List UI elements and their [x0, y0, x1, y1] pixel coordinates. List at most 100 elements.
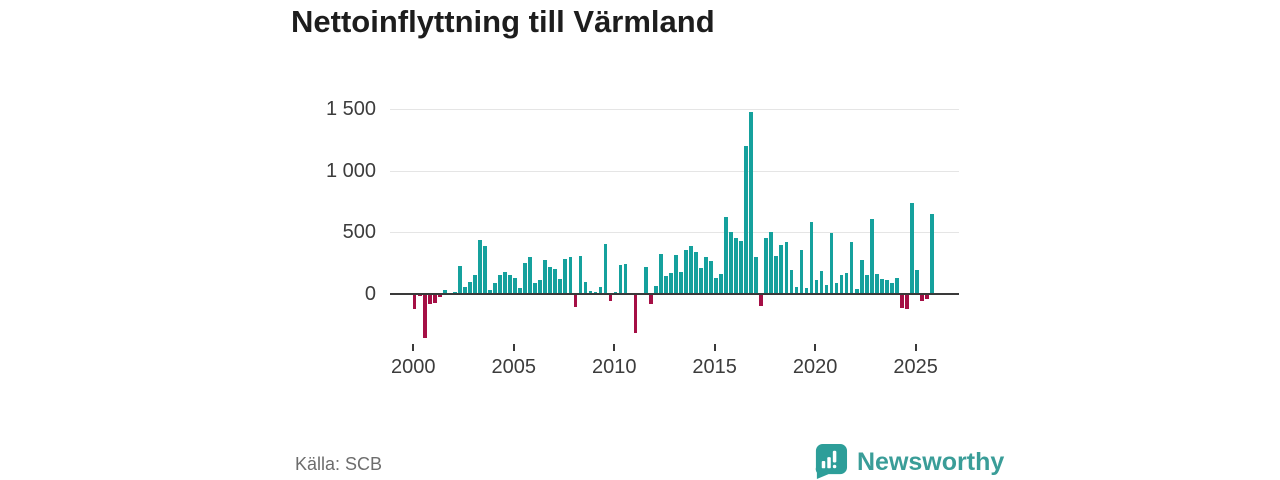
- bar-positive: [553, 268, 558, 294]
- bar-negative: [633, 294, 638, 333]
- bar-positive: [879, 278, 884, 294]
- bar-positive: [889, 282, 894, 294]
- y-axis-label-500: 500: [342, 221, 376, 244]
- bar-positive: [458, 265, 462, 294]
- bar-positive: [729, 231, 733, 294]
- bar-negative: [427, 294, 432, 305]
- bar-positive: [673, 255, 678, 294]
- bar-positive: [568, 256, 573, 294]
- bar-positive: [643, 267, 648, 294]
- bar-positive: [859, 260, 864, 294]
- bar-positive: [854, 289, 859, 294]
- bar-negative: [900, 294, 904, 308]
- bar-positive: [744, 146, 748, 294]
- bar-positive: [498, 274, 502, 294]
- bar-positive: [488, 290, 492, 294]
- bar-positive: [874, 274, 879, 294]
- bar-positive: [844, 273, 849, 294]
- bar-positive: [528, 256, 533, 294]
- bar-positive: [724, 217, 728, 294]
- bar-positive: [779, 244, 784, 294]
- bar-negative: [608, 294, 613, 302]
- x-axis-label-2005: 2005: [491, 356, 537, 378]
- bar-positive: [493, 282, 497, 294]
- bar-positive: [884, 279, 889, 294]
- gridline-y-1000: [390, 170, 959, 172]
- bar-positive: [513, 277, 517, 294]
- bar-positive: [809, 222, 814, 294]
- bar-positive: [895, 277, 899, 294]
- bar-positive: [714, 277, 718, 294]
- x-axis-tick-2000: [412, 344, 415, 351]
- bar-positive: [915, 269, 919, 294]
- bar-positive: [864, 275, 869, 294]
- bar-positive: [849, 242, 854, 294]
- bar-positive: [829, 232, 834, 294]
- bar-positive: [834, 282, 839, 294]
- x-axis-label-2025: 2025: [893, 356, 938, 378]
- bar-positive: [623, 263, 628, 294]
- x-axis-tick-2025: [914, 344, 917, 351]
- bar-positive: [734, 238, 738, 294]
- x-axis-tick-2010: [613, 344, 616, 351]
- bar-positive: [704, 256, 708, 294]
- y-axis-label-0: 0: [364, 283, 376, 305]
- bar-positive: [764, 237, 769, 294]
- x-axis-label-2015: 2015: [692, 356, 737, 378]
- bar-positive: [679, 271, 683, 294]
- bar-positive: [618, 264, 623, 294]
- bar-positive: [754, 256, 759, 294]
- x-axis-tick-2005: [512, 344, 515, 351]
- y-axis-label-1000: 1 000: [325, 159, 376, 182]
- bar-positive: [694, 252, 698, 294]
- bar-positive: [598, 286, 603, 294]
- gridline-y-500: [390, 232, 959, 234]
- bar-positive: [463, 286, 467, 294]
- bar-negative: [422, 294, 427, 339]
- bar-positive: [824, 284, 829, 294]
- bar-positive: [709, 261, 713, 294]
- bar-negative: [648, 294, 653, 305]
- bar-positive: [839, 274, 844, 294]
- bar-positive: [699, 268, 703, 294]
- bar-negative: [432, 294, 437, 304]
- bar-positive: [478, 239, 482, 294]
- bar-positive: [789, 269, 794, 294]
- bar-positive: [658, 254, 663, 294]
- x-axis-label-2020: 2020: [792, 356, 838, 378]
- x-axis-tick-2020: [814, 344, 817, 351]
- bar-positive: [593, 291, 598, 294]
- bar-positive: [588, 290, 593, 294]
- bar-positive: [869, 218, 874, 294]
- bar-positive: [583, 281, 588, 294]
- x-axis-zero-line-overlay: [390, 293, 959, 295]
- bar-positive: [749, 112, 754, 294]
- bar-positive: [814, 279, 819, 294]
- bar-positive: [578, 256, 583, 294]
- bar-negative: [412, 294, 417, 310]
- gridline-y-1500: [390, 108, 959, 110]
- bar-positive: [774, 255, 779, 294]
- bar-positive: [442, 289, 447, 294]
- bar-positive: [819, 271, 824, 294]
- bar-positive: [668, 273, 673, 294]
- bar-negative: [573, 294, 578, 307]
- bar-positive: [543, 260, 548, 294]
- y-axis-label-1500: 1 500: [325, 97, 376, 120]
- bar-positive: [563, 258, 568, 294]
- x-axis-label-2000: 2000: [391, 356, 436, 378]
- bar-positive: [684, 249, 688, 294]
- bar-positive: [603, 243, 608, 294]
- source-note: Källa: SCB: [295, 454, 383, 474]
- bar-positive: [518, 287, 522, 294]
- chart-title: Nettoinflyttning till Värmland: [291, 4, 715, 39]
- bar-positive: [784, 241, 789, 294]
- bar-positive: [503, 271, 507, 294]
- x-axis-tick-2015: [713, 344, 716, 351]
- bar-positive: [473, 274, 477, 294]
- bar-positive: [739, 240, 743, 294]
- newsworthy-bubble-chart-icon: [815, 444, 848, 479]
- bar-negative: [920, 294, 924, 301]
